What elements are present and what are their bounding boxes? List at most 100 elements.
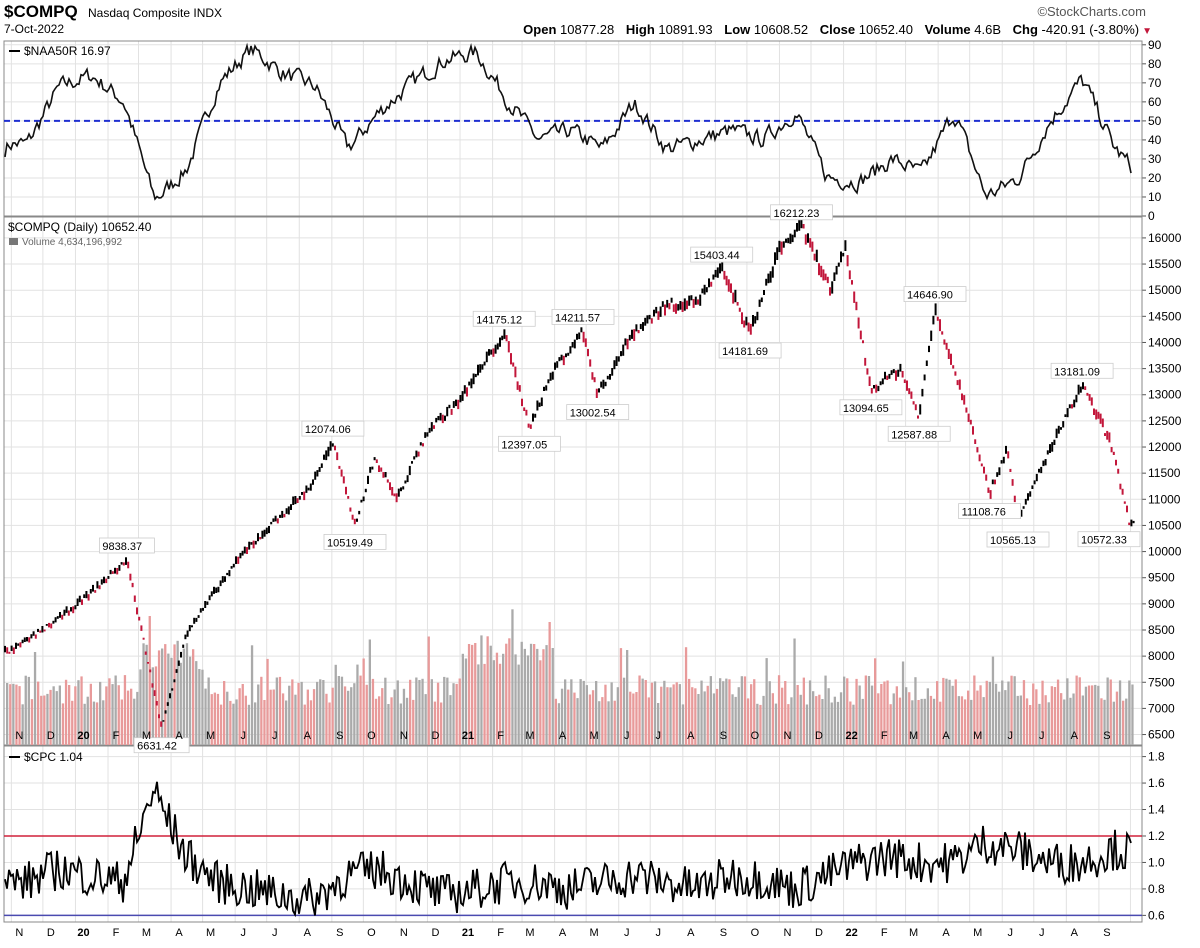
low-value: 10608.52 — [753, 22, 809, 37]
volume-bar — [1041, 680, 1044, 745]
volume-bar — [319, 679, 322, 745]
volume-label: Volume — [924, 22, 971, 37]
volume-bar — [433, 701, 437, 745]
volume-bar — [502, 653, 505, 745]
price-annotation-label: 11108.76 — [962, 507, 1006, 519]
volume-bar — [123, 675, 127, 745]
volume-bar — [759, 704, 762, 745]
volume-bar — [12, 683, 15, 745]
volume-bar — [151, 667, 154, 745]
volume-bar — [46, 693, 49, 745]
volume-bar — [684, 647, 688, 745]
volume-bar — [750, 684, 753, 745]
volume-bar — [536, 648, 539, 745]
y-tick-label: 14000 — [1148, 335, 1182, 349]
chart-date: 7-Oct-2022 — [4, 22, 65, 36]
volume-bar — [455, 683, 458, 745]
volume-bar — [545, 645, 548, 745]
volume-bar — [914, 677, 917, 745]
volume-bar — [604, 684, 607, 745]
volume-bar — [570, 679, 573, 745]
volume-bar — [579, 679, 582, 745]
volume-bar — [1004, 690, 1007, 745]
y-tick-label: 10 — [1148, 190, 1162, 204]
chg-label: Chg — [1012, 22, 1038, 37]
volume-bar — [95, 702, 99, 745]
volume-bar — [201, 669, 204, 745]
volume-bar — [626, 650, 629, 745]
volume-bar — [920, 698, 923, 745]
volume-bar — [756, 703, 759, 745]
volume-bar — [390, 697, 393, 745]
x-axis-label-bottom: J — [240, 927, 246, 939]
high-label: High — [625, 22, 655, 37]
x-axis-label-bottom: S — [1103, 927, 1110, 939]
x-axis-label: J — [1007, 730, 1013, 742]
brand-watermark[interactable]: ©StockCharts.com — [1037, 4, 1146, 19]
y-tick-label: 60 — [1148, 95, 1162, 109]
volume-bar — [1038, 703, 1041, 745]
x-axis-label-bottom: D — [815, 927, 823, 939]
y-tick-label: 9500 — [1148, 571, 1175, 585]
x-axis-label: A — [175, 730, 183, 742]
volume-bar — [142, 643, 145, 745]
volume-bar — [1053, 687, 1057, 745]
volume-bar — [861, 698, 864, 745]
volume-bar — [560, 688, 564, 745]
x-axis-label-bottom: M — [909, 927, 918, 939]
volume-bar — [188, 656, 192, 745]
volume-bar — [957, 696, 960, 745]
volume-bar — [790, 697, 793, 745]
volume-bar — [443, 676, 446, 745]
x-axis-label-bottom: A — [1071, 927, 1079, 939]
volume-bar — [474, 643, 477, 745]
volume-bar — [821, 699, 824, 745]
x-axis-label: J — [624, 730, 630, 742]
price-annotation-label: 10519.49 — [327, 537, 373, 549]
volume-bar — [1112, 701, 1115, 745]
volume-bar — [278, 676, 282, 745]
volume-bar — [824, 675, 827, 745]
volume-bar — [210, 694, 213, 745]
volume-bar — [929, 695, 933, 745]
volume-bar — [731, 694, 734, 745]
volume-bar — [765, 658, 768, 745]
volume-bar — [415, 677, 418, 745]
x-axis-label: D — [47, 730, 55, 742]
x-axis-label: J — [240, 730, 246, 742]
volume-bar — [449, 695, 452, 745]
volume-bar — [951, 685, 954, 745]
x-axis-label: M — [973, 730, 982, 742]
volume-bar — [1047, 702, 1050, 745]
volume-bar — [567, 689, 570, 745]
volume-bar — [529, 643, 533, 745]
x-axis-label: S — [1103, 730, 1110, 742]
x-axis-label-bottom: D — [47, 927, 55, 939]
volume-bar — [1118, 680, 1122, 745]
volume-bar — [967, 690, 970, 745]
volume-bar — [1019, 695, 1022, 745]
volume-bar — [998, 691, 1001, 745]
volume-bar — [768, 681, 771, 745]
volume-bar — [877, 693, 880, 745]
volume-bar — [632, 693, 635, 745]
volume-bar — [241, 684, 244, 745]
y-tick-label: 14500 — [1148, 309, 1182, 323]
volume-bar — [80, 676, 83, 745]
y-tick-label: 1.8 — [1148, 750, 1165, 764]
volume-bar — [1106, 677, 1109, 745]
price-annotation-box — [497, 435, 561, 452]
volume-bar — [889, 704, 892, 745]
volume-bar — [945, 678, 948, 745]
y-tick-label: 1.4 — [1148, 803, 1165, 817]
volume-bar — [477, 664, 480, 745]
symbol-title: $COMPQ — [4, 2, 78, 21]
x-axis-label: 22 — [845, 730, 857, 742]
volume-bar — [657, 703, 660, 745]
price-annotation-box — [323, 534, 387, 550]
volume-bar — [365, 684, 368, 745]
volume-bar — [743, 676, 747, 745]
volume-bar — [669, 687, 672, 745]
x-axis-label-bottom: O — [751, 927, 760, 939]
y-tick-label: 7000 — [1148, 701, 1175, 715]
